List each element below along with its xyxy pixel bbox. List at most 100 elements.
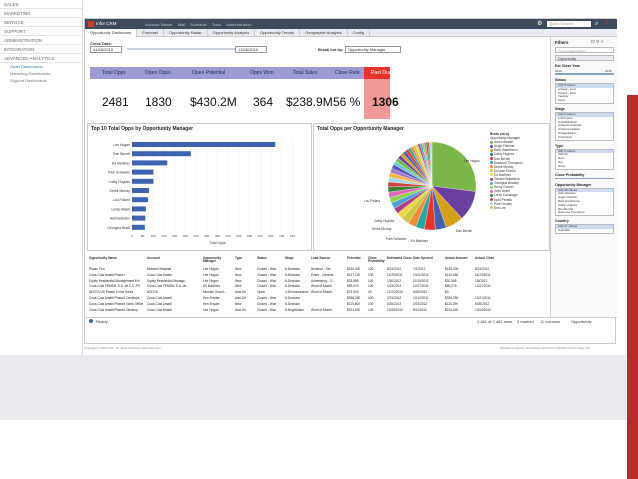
table-header[interactable]: Lead Source <box>311 256 331 260</box>
nav-item-advanced-analytics[interactable]: ADVANCED ANALYTICS <box>0 54 82 63</box>
menu-item-0[interactable]: Account Viewer <box>145 21 173 27</box>
filter-option[interactable]: New <box>558 156 565 161</box>
menu-item-4[interactable]: Administration <box>226 21 252 27</box>
pie-legend-item[interactable]: Diamond Thompson <box>490 161 523 165</box>
filter-option[interactable]: 6-Decision <box>558 134 573 139</box>
pie-legend-item[interactable]: Ed Martinez <box>490 173 523 177</box>
filter-option[interactable]: 5-Negotiation <box>558 130 576 135</box>
nav-subitem-2[interactable]: Support Dashboards <box>10 78 47 83</box>
filter-option[interactable]: 4-Demonstration <box>558 127 581 132</box>
table-header[interactable]: Stage <box>285 256 294 260</box>
filter-country-list[interactable]: (All) 27 values Australia <box>555 224 614 234</box>
pie-legend-item[interactable]: Lynn Peralta <box>490 198 523 202</box>
date-from-field[interactable]: 01/08/2013 <box>90 46 122 53</box>
nav-item-service[interactable]: SERVICE <box>0 18 82 27</box>
nav-subitem-1[interactable]: Marketing Dashboards <box>10 71 51 76</box>
tab-2[interactable]: Opportunity Radar <box>164 29 208 37</box>
filter-status-list[interactable]: (All) 5 values Closed - Lost Closed - Won I… <box>555 83 614 104</box>
pie-legend-item[interactable]: Cathy Hughes <box>490 152 523 156</box>
table-header[interactable]: Status <box>257 256 267 260</box>
menu-item-3[interactable]: Tools <box>211 21 222 27</box>
tab-1[interactable]: Forecast <box>137 29 164 37</box>
tab-0[interactable]: Opportunity Dashboard <box>85 29 138 37</box>
table-header[interactable]: Account <box>147 256 160 260</box>
pie-legend-item[interactable]: Loren Cavanagh <box>490 193 523 197</box>
table-header[interactable]: Estimated Close <box>387 256 412 260</box>
pie-legend-item[interactable]: Georgina Bradley <box>490 181 523 185</box>
tab-3[interactable]: Opportunity Analysis <box>208 29 256 37</box>
filter-option[interactable]: Dan Berrell <box>558 206 574 211</box>
pie-slice[interactable] <box>431 141 477 192</box>
filter-option[interactable]: Angie Fletcher <box>558 195 578 200</box>
filter-option[interactable]: (All) 5 values <box>556 83 613 88</box>
filter-option[interactable]: (All) 3 values <box>556 149 613 154</box>
filter-option[interactable]: Inactive <box>558 94 569 99</box>
tab-6[interactable]: Config <box>348 29 371 37</box>
filter-option[interactable]: (All) 6 values <box>556 112 613 117</box>
filter-option[interactable]: None <box>558 163 566 168</box>
filter-option[interactable]: Open <box>558 98 566 103</box>
nav-subitem-0[interactable]: Open Dashboards <box>10 64 43 69</box>
bar-mark[interactable] <box>132 160 168 166</box>
help-icon[interactable]: ? <box>605 21 609 27</box>
filter-option[interactable]: 2-Qualification <box>558 119 578 124</box>
table-header[interactable]: Opportunity Name <box>89 256 117 260</box>
settings-icon[interactable]: ⚙ <box>537 21 543 27</box>
table-header[interactable]: Date Opened <box>413 256 433 260</box>
filter-option[interactable]: Closed - Won <box>558 90 577 95</box>
tab-4[interactable]: Opportunity Trends <box>255 29 301 37</box>
bar-mark[interactable] <box>132 142 276 147</box>
table-header[interactable]: Type <box>235 256 243 260</box>
pie-legend-item[interactable]: Kim Lee <box>490 206 523 210</box>
filter-type-list[interactable]: (All) 3 values Add-On New Hot None <box>555 148 614 170</box>
search-icon[interactable]: ⌕ <box>595 21 599 27</box>
nav-item-support[interactable]: SUPPORT <box>0 27 82 36</box>
filter-option[interactable]: Barb Hutchinson <box>558 198 581 203</box>
filter-stage-list[interactable]: (All) 6 values 1-Prospect 2-Qualification 3… <box>555 112 614 141</box>
menu-item-2[interactable]: Schedule <box>190 21 207 27</box>
filter-option[interactable]: Add-On <box>558 152 569 157</box>
bar-mark[interactable] <box>132 151 191 157</box>
bar-mark[interactable] <box>132 169 154 175</box>
filter-tools-icon[interactable]: ⊡ ⚲ × <box>591 39 604 44</box>
filter-option[interactable]: 1-Prospect <box>558 115 573 120</box>
nav-item-administration[interactable]: ADMINISTRATION <box>0 36 82 45</box>
pie-legend-item[interactable]: Aaron Amaldi <box>490 140 523 144</box>
filter-option[interactable]: (All) 35 values <box>556 188 613 193</box>
nav-item-integration[interactable]: INTEGRATION <box>0 45 82 54</box>
tab-5[interactable]: Geographic Analysis <box>300 29 348 37</box>
filter-option[interactable]: Australia <box>558 227 570 232</box>
bar-mark[interactable] <box>132 224 145 230</box>
pie-legend-item[interactable]: Duncan Kinnell <box>490 169 523 173</box>
close-year-slider[interactable] <box>555 73 614 75</box>
filter-option[interactable]: Hot <box>558 159 563 164</box>
table-header[interactable]: Actual Amount <box>445 256 468 260</box>
pie-legend-item[interactable]: Jean Grant <box>490 189 523 193</box>
break-out-select[interactable]: Opportunity Manager <box>345 46 401 53</box>
pie-legend-item[interactable]: Angie Fletcher <box>490 144 523 148</box>
menu-item-1[interactable]: Mail <box>177 21 186 27</box>
nav-item-sales[interactable]: SALES <box>0 0 82 9</box>
pie-legend-item[interactable]: Barb Hatchinson <box>490 148 523 152</box>
probability-slider[interactable] <box>555 177 614 180</box>
date-to-field[interactable]: 13/06/2015 <box>235 46 267 53</box>
filter-option[interactable]: Administrator <box>558 191 576 196</box>
bar-mark[interactable] <box>132 206 146 212</box>
filter-manager-list[interactable]: (All) 35 values Administrator Angie Fletch… <box>555 187 614 217</box>
pie-legend-item[interactable]: Dan Berrell <box>490 157 523 161</box>
filter-search-input[interactable]: Type to search filters <box>555 47 614 53</box>
pie-legend-item[interactable]: Derek Murray <box>490 165 523 169</box>
table-header[interactable]: Opportunity Manager <box>203 256 222 264</box>
filter-opportunity-header[interactable]: Opportunity <box>555 55 614 61</box>
filter-option[interactable]: 3-Needs Analysis <box>558 123 582 128</box>
bar-mark[interactable] <box>132 197 149 203</box>
pie-legend-item[interactable]: Henry Rocher <box>490 185 523 189</box>
bar-mark[interactable] <box>132 178 154 184</box>
filter-option[interactable]: Closed - Lost <box>558 86 576 91</box>
pie-legend-item[interactable]: Pam Groden <box>490 202 523 206</box>
table-header[interactable]: Potential <box>347 256 361 260</box>
pie-legend-item[interactable]: Gerald Gallanteau <box>490 177 523 181</box>
filter-option[interactable]: (All) 27 values <box>556 224 613 229</box>
pie-slice[interactable] <box>430 141 433 187</box>
bar-mark[interactable] <box>132 215 146 221</box>
